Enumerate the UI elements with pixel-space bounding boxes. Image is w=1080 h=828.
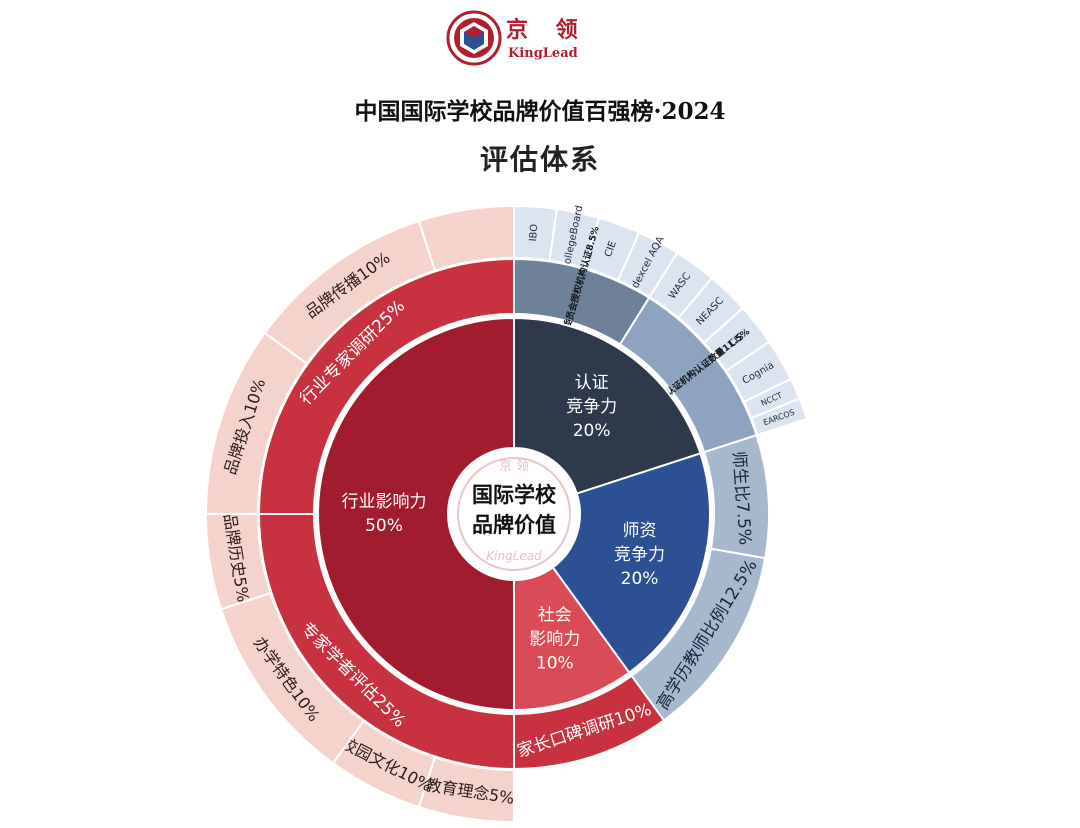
- outer-segment-label: IBO: [528, 223, 540, 241]
- page-title: 中国国际学校品牌价值百强榜·2024: [354, 98, 726, 125]
- inner-segment-label: 10%: [536, 654, 574, 674]
- logo-chinese-text: 京 领: [506, 17, 588, 43]
- inner-segment-industry: [317, 316, 515, 712]
- inner-segment-label: 竞争力: [566, 397, 617, 417]
- logo-english-text: KingLead: [508, 46, 578, 61]
- center-watermark-en: KingLead: [486, 549, 542, 563]
- inner-segment-label: 社会: [538, 606, 572, 626]
- inner-segment-label: 50%: [365, 516, 403, 536]
- center-label-line2: 品牌价值: [472, 513, 556, 537]
- inner-segment-label: 20%: [573, 421, 611, 441]
- center-disc: 京 领 KingLead 国际学校 品牌价值: [448, 448, 580, 580]
- inner-segment-label: 师资: [623, 521, 657, 541]
- inner-segment-label: 影响力: [529, 630, 580, 650]
- center-label-line1: 国际学校: [472, 483, 557, 507]
- middle-segment: [257, 257, 515, 515]
- kinglead-logo: 京 领 KingLead: [444, 8, 644, 68]
- inner-segment-label: 行业影响力: [342, 492, 427, 512]
- kinglead-emblem-icon: [446, 10, 502, 66]
- outer-segment-label: CIE: [603, 240, 619, 259]
- inner-segment-label: 20%: [621, 569, 659, 589]
- center-watermark-cn: 京 领: [499, 459, 529, 474]
- inner-segment-label: 竞争力: [614, 545, 665, 565]
- page-subtitle: 评估体系: [479, 143, 600, 176]
- inner-segment-label: 认证: [575, 373, 609, 393]
